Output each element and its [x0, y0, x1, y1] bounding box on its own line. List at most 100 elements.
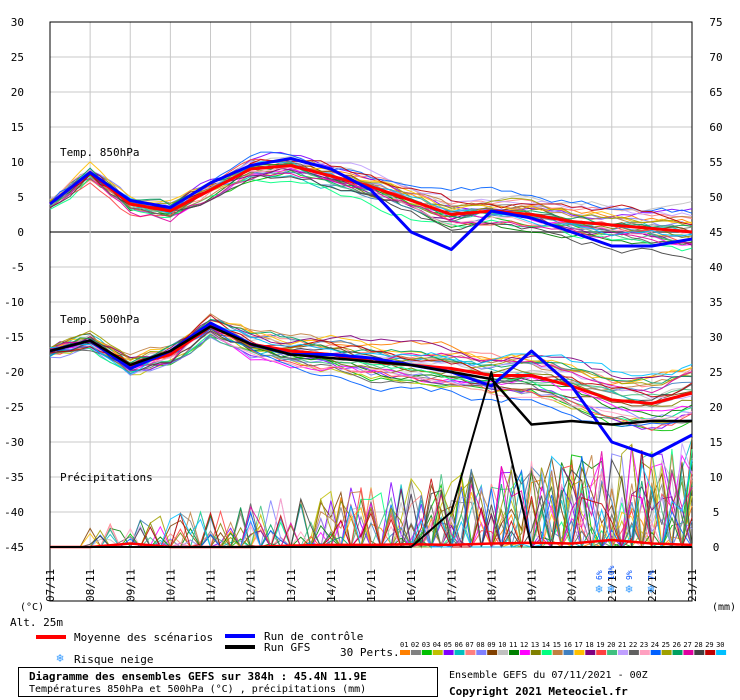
pert-number: 02 — [411, 641, 419, 649]
left-tick-label: 30 — [11, 16, 24, 29]
date-tick-label: 19/11 — [526, 569, 539, 602]
panel-label-t500: Temp. 500hPa — [60, 313, 139, 326]
snowflake-icon: ❄ — [625, 582, 632, 596]
pert-number: 10 — [498, 641, 506, 649]
left-tick-label: -35 — [4, 471, 24, 484]
ensemble-member-850 — [49, 162, 693, 245]
pert-number: 09 — [487, 641, 495, 649]
right-tick-label: 10 — [709, 471, 722, 484]
left-tick-label: -40 — [4, 506, 24, 519]
pert-number: 05 — [444, 641, 452, 649]
right-tick-label: 45 — [709, 226, 722, 239]
pert-color-swatch — [432, 650, 443, 655]
pert-number: 04 — [433, 641, 441, 649]
date-tick-label: 18/11 — [485, 569, 498, 602]
ensemble-member-500 — [49, 336, 693, 432]
snowflake-icon: ❄ — [607, 582, 614, 596]
left-tick-label: -10 — [4, 296, 24, 309]
pert-color-swatch — [519, 650, 530, 655]
right-tick-label: 15 — [709, 436, 722, 449]
pert-number: 07 — [465, 641, 473, 649]
ensemble-member-500 — [49, 318, 693, 384]
pert-color-swatch — [443, 650, 454, 655]
left-tick-label: 25 — [11, 51, 24, 64]
pert-number: 27 — [683, 641, 691, 649]
pert-number: 28 — [694, 641, 702, 649]
pert-number: 24 — [651, 641, 659, 649]
legend-control-label: Run de contrôle — [264, 630, 363, 643]
snow-risk-label: 9% — [625, 570, 634, 580]
pert-color-swatch — [552, 650, 563, 655]
pert-number: 08 — [476, 641, 484, 649]
ensemble-member-500 — [49, 319, 693, 385]
pert-color-swatch — [476, 650, 487, 655]
pert-color-swatch — [454, 650, 465, 655]
left-tick-label: 20 — [11, 86, 24, 99]
left-tick-label: 5 — [17, 191, 24, 204]
date-tick-label: 12/11 — [245, 569, 258, 602]
altitude-label: Alt. 25m — [10, 616, 63, 629]
date-tick-label: 11/11 — [205, 569, 218, 602]
pert-number: 06 — [455, 641, 463, 649]
right-tick-label: 75 — [709, 16, 722, 29]
pert-number: 16 — [564, 641, 572, 649]
ensemble-member-850 — [49, 161, 693, 224]
date-tick-label: 09/11 — [124, 569, 137, 602]
snowflake-icon: ❄ — [56, 651, 63, 665]
pert-number: 22 — [629, 641, 637, 649]
pert-number: 13 — [531, 641, 539, 649]
pert-number: 20 — [607, 641, 615, 649]
footer-subtitle: Températures 850hPa et 500hPa (°C) , pré… — [29, 684, 367, 695]
pert-color-swatch — [509, 650, 519, 655]
panel-label-precip: Précipitations — [60, 471, 153, 484]
footer-title-box: Diagramme des ensembles GEFS sur 384h : … — [18, 667, 438, 697]
pert-color-swatch — [650, 650, 661, 655]
pert-number: 18 — [585, 641, 593, 649]
legend-perts-label: 30 Perts. — [340, 646, 400, 659]
left-tick-label: -45 — [4, 541, 24, 554]
gfs-line-500 — [49, 325, 692, 426]
pert-color-swatch — [628, 650, 639, 655]
right-tick-label: 35 — [709, 296, 722, 309]
pert-number: 15 — [553, 641, 561, 649]
ensemble-member-precip — [50, 450, 693, 549]
pert-color-swatch — [639, 650, 650, 655]
right-axis-unit: (mm) — [712, 602, 736, 613]
snowflake-icon: ❄ — [647, 582, 654, 596]
date-tick-label: 10/11 — [164, 569, 177, 602]
control-line-850 — [49, 157, 693, 251]
pert-color-swatch — [498, 650, 509, 655]
legend-mean-label: Moyenne des scénarios — [74, 631, 213, 644]
pert-number: 19 — [596, 641, 604, 649]
plot-border — [49, 21, 693, 602]
date-tick-label: 22/11 — [646, 569, 659, 602]
pert-number: 30 — [716, 641, 724, 649]
left-tick-label: 10 — [11, 156, 24, 169]
left-tick-label: -30 — [4, 436, 24, 449]
snow-risk-label: 7% — [647, 570, 656, 580]
pert-color-swatch — [421, 650, 432, 655]
ensemble-member-850 — [49, 159, 693, 226]
pert-color-swatch — [585, 650, 596, 655]
date-tick-label: 16/11 — [405, 569, 418, 602]
pert-color-swatch — [410, 650, 421, 655]
pert-number: 17 — [574, 641, 582, 649]
right-tick-label: 65 — [709, 86, 722, 99]
pert-color-swatch — [596, 650, 607, 655]
left-tick-label: -5 — [11, 261, 24, 274]
pert-number: 21 — [618, 641, 626, 649]
left-tick-label: 0 — [17, 226, 24, 239]
right-tick-label: 70 — [709, 51, 722, 64]
copyright: Copyright 2021 Meteociel.fr — [449, 685, 628, 698]
date-tick-label: 21/11 — [606, 569, 619, 602]
pert-color-swatch — [530, 650, 541, 655]
pert-color-swatch — [672, 650, 683, 655]
right-tick-label: 40 — [709, 261, 722, 274]
date-tick-label: 17/11 — [445, 569, 458, 602]
mean-line-850 — [49, 164, 693, 234]
pert-color-swatch — [465, 650, 476, 655]
left-tick-label: -20 — [4, 366, 24, 379]
left-tick-label: 15 — [11, 121, 24, 134]
left-tick-label: -15 — [4, 331, 24, 344]
